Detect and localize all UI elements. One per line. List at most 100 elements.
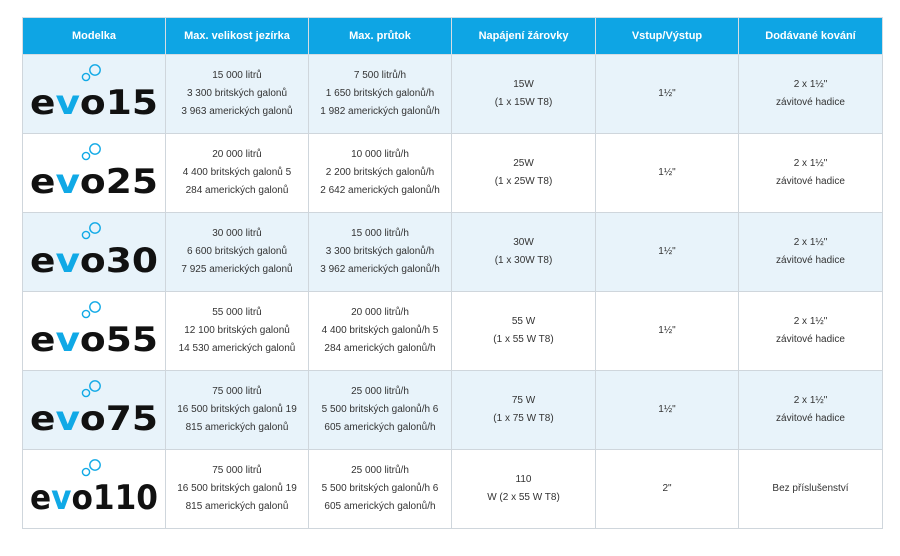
cell-line: 30 000 litrů <box>212 228 262 239</box>
model-number: 25 <box>105 162 157 202</box>
logo-letter-v: v <box>55 320 79 360</box>
pond-size-cell: 15 000 litrů 3 300 britských galonů 3 963 … <box>165 54 309 134</box>
cell-line: závitové hadice <box>776 255 845 266</box>
cell-line: 6 600 britských galonů <box>186 246 288 257</box>
evo-logo: evo55 <box>30 301 158 360</box>
logo-letter-v: v <box>55 162 79 202</box>
cell-line: 7 500 litrů/h <box>353 70 407 81</box>
logo-letter-o: o <box>79 399 105 439</box>
bubble-large-icon <box>88 380 101 392</box>
cell-line: 20 000 litrů/h <box>351 307 409 318</box>
pond-size-cell: 55 000 litrů 12 100 britských galonů 14 53… <box>165 291 309 371</box>
cell-line: 14 530 amerických galonů <box>178 343 296 354</box>
cell-line: 25W <box>513 158 534 169</box>
header-pond-size: Max. velikost jezírka <box>165 17 309 55</box>
model-logo-text: evo30 <box>30 241 158 281</box>
header-inlet-outlet: Vstup/Výstup <box>595 17 739 55</box>
model-cell: evo30 <box>22 212 166 292</box>
logo-letter-v: v <box>51 478 71 518</box>
cell-line: 110 <box>515 474 532 485</box>
spec-table: Modelka Max. velikost jezírka Max. průto… <box>22 17 883 529</box>
cell-line: 55 W <box>511 316 536 327</box>
cell-line: W (2 x 55 W T8) <box>487 492 560 503</box>
header-model: Modelka <box>22 17 166 55</box>
power-cell: 25W (1 x 25W T8) <box>451 133 596 213</box>
logo-letter-o: o <box>79 241 105 281</box>
model-number: 110 <box>92 478 157 518</box>
pond-size-cell: 30 000 litrů 6 600 britských galonů 7 925 … <box>165 212 309 292</box>
header-flow: Max. průtok <box>308 17 452 55</box>
pond-size-cell: 75 000 litrů 16 500 britských galonů 19 81… <box>165 370 309 450</box>
fittings-cell: 2 x 1½" závitové hadice <box>738 54 883 134</box>
cell-line: 605 amerických galonů/h <box>324 501 436 512</box>
flow-cell: 25 000 litrů/h 5 500 britských galonů/h 6… <box>308 370 452 450</box>
logo-letter-o: o <box>79 320 105 360</box>
model-logo-text: evo110 <box>30 478 158 518</box>
cell-line: 15W <box>513 79 534 90</box>
flow-cell: 20 000 litrů/h 4 400 britských galonů/h 5… <box>308 291 452 371</box>
cell-line: 15 000 litrů/h <box>351 228 409 239</box>
fittings-cell: Bez příslušenství <box>738 449 883 529</box>
flow-cell: 10 000 litrů/h 2 200 britských galonů/h 2 … <box>308 133 452 213</box>
cell-line: 75 000 litrů <box>212 386 262 397</box>
power-cell: 75 W (1 x 75 W T8) <box>451 370 596 450</box>
logo-letter-e: e <box>30 399 55 439</box>
table-row: evo110 75 000 litrů 16 500 britských galon… <box>22 449 883 529</box>
cell-line: 20 000 litrů <box>212 149 262 160</box>
cell-line: 2 x 1½" <box>793 158 828 169</box>
evo-logo: evo110 <box>30 459 158 518</box>
table-row: evo75 75 000 litrů 16 500 britských galonů… <box>22 370 883 450</box>
model-cell: evo75 <box>22 370 166 450</box>
cell-line: 815 amerických galonů <box>185 501 289 512</box>
cell-line: 5 500 britských galonů/h 6 <box>321 404 439 415</box>
bubble-small-icon <box>81 309 90 319</box>
cell-line: 75 W <box>511 395 536 406</box>
inlet-outlet-cell: 1½" <box>595 212 739 292</box>
bubble-small-icon <box>81 467 90 477</box>
cell-line: závitové hadice <box>776 176 845 187</box>
logo-letter-v: v <box>55 399 79 439</box>
bubble-small-icon <box>81 230 90 240</box>
cell-line: 815 amerických galonů <box>185 422 289 433</box>
model-logo-text: evo15 <box>30 83 158 123</box>
cell-line: 12 100 britských galonů <box>184 325 290 336</box>
bubble-large-icon <box>88 222 101 234</box>
logo-letter-o: o <box>79 162 105 202</box>
cell-line: 2 x 1½" <box>793 79 828 90</box>
cell-line: závitové hadice <box>776 97 845 108</box>
pond-size-cell: 75 000 litrů 16 500 britských galonů 19 81… <box>165 449 309 529</box>
logo-letter-v: v <box>55 83 79 123</box>
model-cell: evo55 <box>22 291 166 371</box>
cell-line: 16 500 britských galonů 19 <box>177 404 297 415</box>
cell-line: (1 x 30W T8) <box>494 255 553 266</box>
model-number: 30 <box>105 241 157 281</box>
flow-cell: 15 000 litrů/h 3 300 britských galonů/h 3 … <box>308 212 452 292</box>
fittings-cell: 2 x 1½" závitové hadice <box>738 133 883 213</box>
cell-line: 3 300 britských galonů/h <box>325 246 435 257</box>
evo-logo: evo30 <box>30 222 158 281</box>
logo-letter-v: v <box>55 241 79 281</box>
cell-line: 7 925 amerických galonů <box>181 264 293 275</box>
model-logo-text: evo25 <box>30 162 158 202</box>
model-number: 75 <box>105 399 157 439</box>
model-number: 55 <box>105 320 157 360</box>
bubble-small-icon <box>81 151 90 161</box>
pond-size-cell: 20 000 litrů 4 400 britských galonů 5 284 … <box>165 133 309 213</box>
cell-line: 5 500 britských galonů/h 6 <box>321 483 439 494</box>
model-logo-text: evo75 <box>30 399 158 439</box>
header-fittings: Dodávané kování <box>738 17 883 55</box>
logo-letter-o: o <box>79 83 105 123</box>
table-body: evo15 15 000 litrů 3 300 britských galonů 3… <box>22 54 883 529</box>
logo-letter-e: e <box>30 241 55 281</box>
table-row: evo30 30 000 litrů 6 600 britských galonů 7… <box>22 212 883 292</box>
cell-line: 16 500 britských galonů 19 <box>177 483 297 494</box>
cell-line: 2 x 1½" <box>793 395 828 406</box>
inlet-outlet-cell: 1½" <box>595 291 739 371</box>
inlet-outlet-cell: 1½" <box>595 370 739 450</box>
cell-line: 30W <box>513 237 534 248</box>
cell-line: (1 x 75 W T8) <box>493 413 554 424</box>
cell-line: 1 982 amerických galonů/h <box>320 106 440 117</box>
cell-line: 10 000 litrů/h <box>351 149 409 160</box>
cell-line: 3 963 amerických galonů <box>181 106 293 117</box>
cell-line: 2 x 1½" <box>793 237 828 248</box>
